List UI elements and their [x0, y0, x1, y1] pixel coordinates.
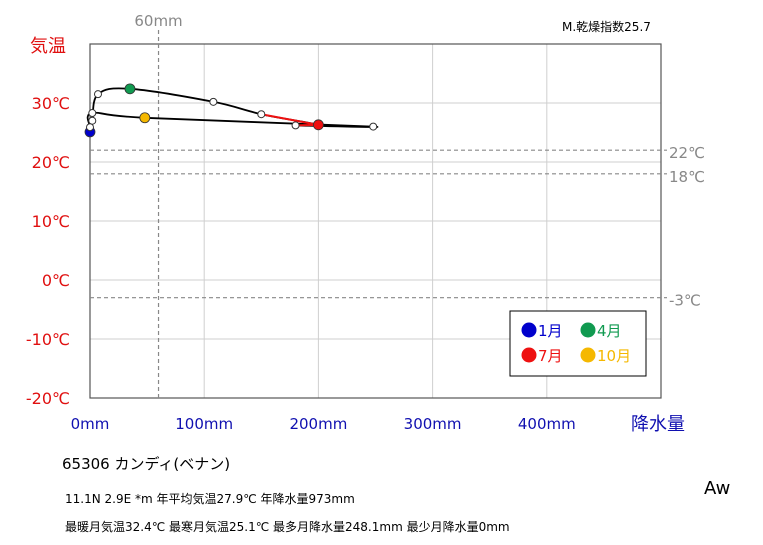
- legend-marker-4: [580, 322, 596, 338]
- reference-label-temp: -3℃: [669, 292, 701, 310]
- legend-label-1: 1月: [538, 322, 563, 340]
- x-tick-label: 200mm: [289, 415, 347, 433]
- y-tick-label: 20℃: [32, 153, 70, 172]
- dryness-index: M.乾燥指数25.7: [562, 20, 651, 34]
- legend-label-7: 7月: [538, 347, 563, 365]
- legend-label-4: 4月: [597, 322, 622, 340]
- month-point-10: [139, 112, 151, 124]
- legend-marker-10: [580, 347, 596, 363]
- month-point-4: [124, 83, 136, 95]
- y-axis-title: 気温: [30, 36, 66, 57]
- month-point-7: [312, 119, 324, 131]
- month-point-3: [93, 90, 102, 99]
- month-point-12: [86, 123, 94, 132]
- legend-marker-7: [521, 347, 537, 363]
- legend-box: [509, 310, 647, 377]
- legend-marker-1: [521, 322, 537, 338]
- month-point-8: [291, 121, 300, 130]
- reference-label-precip: 60mm: [134, 12, 182, 30]
- y-tick-label: 30℃: [32, 94, 70, 113]
- month-point-2: [88, 116, 97, 125]
- month-point-6: [257, 110, 266, 119]
- y-tick-label: 0℃: [42, 271, 70, 290]
- x-axis-title: 降水量: [631, 414, 685, 435]
- info-line-1: 11.1N 2.9E *m 年平均気温27.9℃ 年降水量973mm: [65, 492, 355, 506]
- month-point-9: [369, 122, 378, 131]
- x-tick-label: 400mm: [518, 415, 576, 433]
- plot-frame: [89, 43, 662, 399]
- reference-label-temp: 18℃: [669, 168, 705, 186]
- station-name: 65306 カンディ(ベナン): [62, 455, 231, 473]
- x-tick-label: 0mm: [71, 415, 110, 433]
- x-tick-label: 300mm: [404, 415, 462, 433]
- climate-class: Aw: [704, 478, 731, 499]
- y-tick-label: -10℃: [26, 330, 70, 349]
- y-tick-label: -20℃: [26, 389, 70, 408]
- month-point-5: [209, 97, 218, 106]
- info-line-2: 最暖月気温32.4℃ 最寒月気温25.1℃ 最多月降水量248.1mm 最少月降…: [65, 520, 510, 534]
- month-point-11: [88, 109, 97, 118]
- legend-label-10: 10月: [597, 347, 631, 365]
- y-tick-label: 10℃: [32, 212, 70, 231]
- reference-label-temp: 22℃: [669, 144, 705, 162]
- x-tick-label: 100mm: [175, 415, 233, 433]
